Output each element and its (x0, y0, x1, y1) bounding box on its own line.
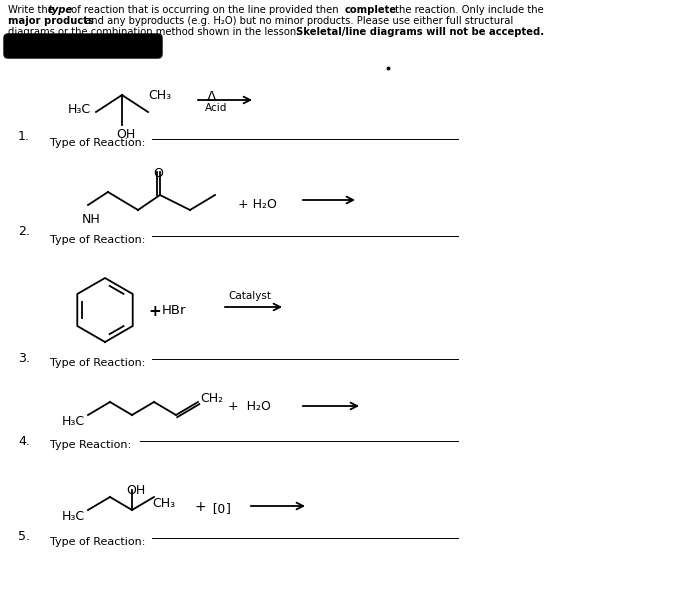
Text: +: + (148, 304, 161, 319)
Text: H₃C: H₃C (62, 415, 85, 428)
Text: OH: OH (116, 128, 135, 141)
Text: Type of Reaction:: Type of Reaction: (50, 358, 145, 368)
Text: complete: complete (345, 5, 397, 15)
Text: +: + (195, 500, 207, 514)
Text: OH: OH (126, 484, 145, 497)
Text: Type of Reaction:: Type of Reaction: (50, 235, 145, 245)
Text: H₃C: H₃C (68, 103, 91, 116)
Text: major products: major products (8, 16, 94, 26)
Text: NH: NH (82, 213, 101, 226)
Text: CH₂: CH₂ (200, 392, 223, 405)
Text: CH₃: CH₃ (152, 497, 175, 510)
Text: +  H₂O: + H₂O (228, 400, 271, 413)
Text: the reaction. Only include the: the reaction. Only include the (392, 5, 544, 15)
Text: + H₂O: + H₂O (238, 198, 277, 211)
Text: 1.: 1. (18, 130, 30, 143)
Text: O: O (153, 167, 163, 180)
Text: CH₃: CH₃ (148, 89, 171, 102)
FancyBboxPatch shape (4, 34, 162, 58)
Text: Skeletal/line diagrams will not be accepted.: Skeletal/line diagrams will not be accep… (296, 27, 544, 37)
Text: Write the: Write the (8, 5, 57, 15)
Text: Catalyst: Catalyst (228, 291, 271, 301)
Text: of reaction that is occurring on the line provided then: of reaction that is occurring on the lin… (68, 5, 342, 15)
Text: H₃C: H₃C (62, 510, 85, 523)
Text: Δ: Δ (207, 90, 216, 104)
Text: Type of Reaction:: Type of Reaction: (50, 138, 145, 148)
Text: [O]: [O] (210, 502, 232, 515)
Text: 3.: 3. (18, 352, 30, 365)
Text: and any byproducts (e.g. H₂O) but no minor products. Please use either full stru: and any byproducts (e.g. H₂O) but no min… (82, 16, 513, 26)
Text: 4.: 4. (18, 435, 30, 448)
Text: diagrams or the combination method shown in the lesson.: diagrams or the combination method shown… (8, 27, 303, 37)
Text: 5.: 5. (18, 530, 30, 543)
Text: Acid: Acid (205, 103, 227, 113)
Text: Type of Reaction:: Type of Reaction: (50, 537, 145, 547)
Text: HBr: HBr (162, 304, 187, 317)
Text: type: type (48, 5, 73, 15)
Text: Type Reaction:: Type Reaction: (50, 440, 131, 450)
Text: 2.: 2. (18, 225, 30, 238)
